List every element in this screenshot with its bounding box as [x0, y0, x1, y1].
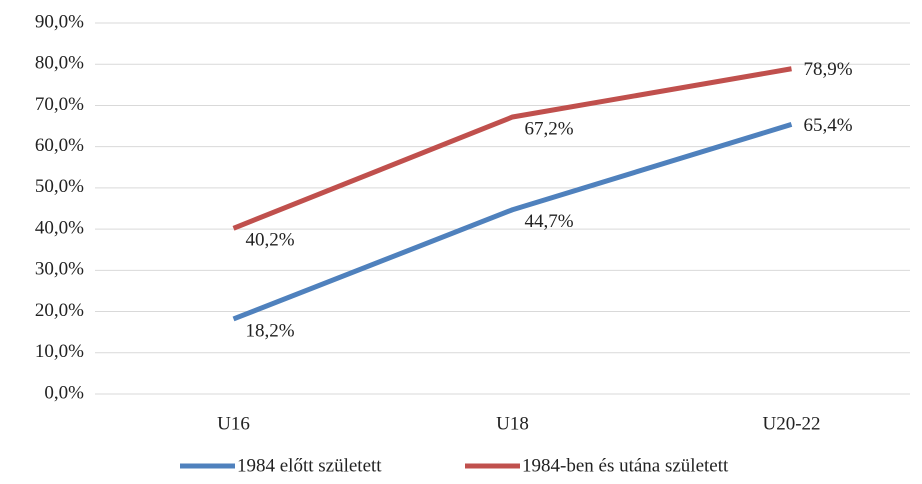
- x-tick-label: U20-22: [762, 413, 820, 434]
- data-label: 78,9%: [804, 59, 853, 80]
- series-line: [232, 66, 792, 231]
- y-tick-label: 30,0%: [35, 259, 84, 280]
- data-label: 40,2%: [246, 230, 295, 251]
- series-line: [232, 122, 793, 322]
- y-tick-label: 0,0%: [44, 382, 84, 403]
- y-tick-label: 90,0%: [35, 11, 84, 32]
- y-tick-label: 60,0%: [35, 135, 84, 156]
- y-tick-label: 80,0%: [35, 53, 84, 74]
- y-tick-label: 10,0%: [35, 341, 84, 362]
- legend-label: 1984-ben és utána született: [522, 455, 729, 476]
- data-label: 67,2%: [525, 118, 574, 139]
- y-tick-label: 40,0%: [35, 217, 84, 238]
- y-tick-label: 70,0%: [35, 94, 84, 115]
- data-label: 65,4%: [804, 115, 853, 136]
- y-tick-label: 20,0%: [35, 300, 84, 321]
- data-label: 44,7%: [525, 211, 574, 232]
- x-tick-label: U18: [496, 413, 529, 434]
- y-tick-label: 50,0%: [35, 176, 84, 197]
- x-tick-label: U16: [217, 413, 250, 434]
- legend-label: 1984 előtt született: [237, 455, 382, 476]
- data-label: 18,2%: [246, 320, 295, 341]
